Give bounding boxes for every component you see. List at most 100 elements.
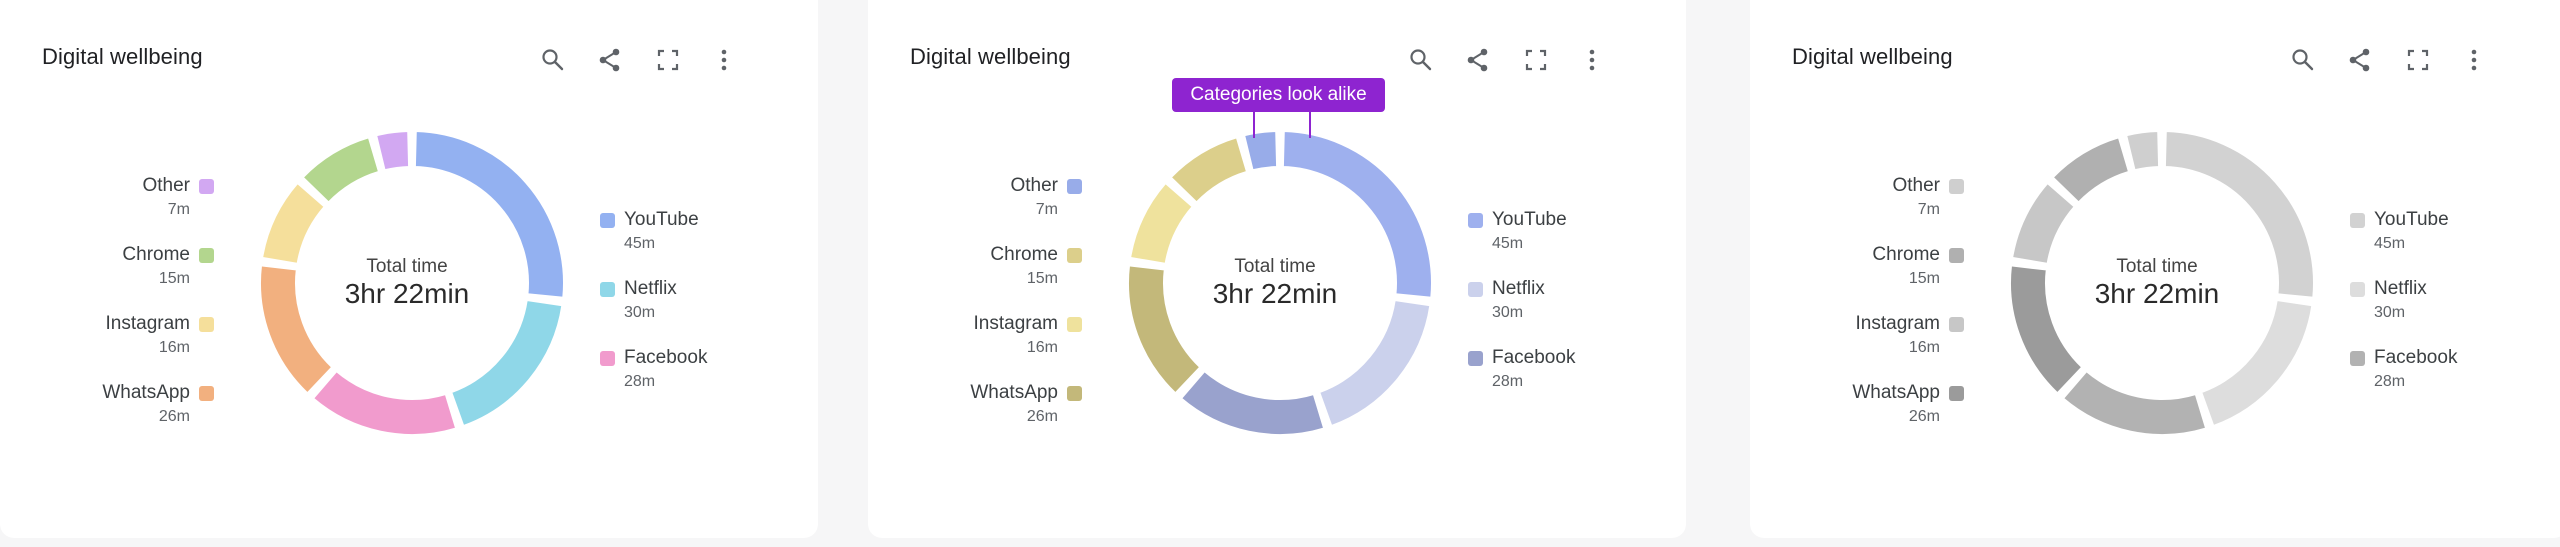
donut-slice-facebook[interactable]: [2062, 370, 2208, 436]
donut-slice-other[interactable]: [1243, 130, 1279, 172]
legend-swatch: [1468, 351, 1483, 366]
legend-value: 30m: [624, 304, 656, 321]
legend-swatch: [1067, 248, 1082, 263]
legend-swatch: [600, 282, 615, 297]
legend-swatch: [2350, 213, 2365, 228]
donut-slice-facebook[interactable]: [1180, 370, 1326, 436]
share-icon: [2349, 48, 2370, 72]
donut-slice-instagram[interactable]: [1129, 181, 1194, 265]
legend-value: 16m: [158, 339, 190, 356]
legend-swatch: [1067, 317, 1082, 332]
donut-slice-youtube[interactable]: [1281, 130, 1433, 299]
donut-slice-netflix[interactable]: [1318, 299, 1432, 428]
legend-swatch: [199, 248, 214, 263]
legend-label: YouTube: [2374, 209, 2449, 230]
center-total-value: 3hr 22min: [1212, 278, 1338, 309]
legend-label: Chrome: [1872, 244, 1940, 265]
legend-swatch: [1949, 317, 1964, 332]
more-vert-button[interactable]: [1574, 42, 1610, 78]
legend-value: 26m: [1908, 408, 1940, 425]
more-vert-button[interactable]: [706, 42, 742, 78]
legend-swatch: [199, 317, 214, 332]
legend-label: WhatsApp: [1852, 382, 1940, 403]
fullscreen-icon: [2407, 49, 2429, 71]
search-button[interactable]: [1403, 42, 1439, 78]
legend-value: 28m: [624, 373, 656, 390]
legend-label: Facebook: [2374, 347, 2458, 368]
legend-label: WhatsApp: [102, 382, 190, 403]
legend-value: 15m: [1908, 270, 1940, 287]
legend-label: Chrome: [990, 244, 1058, 265]
more-vert-icon: [721, 49, 727, 71]
legend-value: 45m: [2374, 235, 2406, 252]
card-title: Digital wellbeing: [910, 44, 1071, 69]
legend-label: Instagram: [973, 313, 1058, 334]
share-button[interactable]: [2342, 42, 2378, 78]
legend-label: YouTube: [624, 209, 699, 230]
donut-slice-youtube[interactable]: [413, 130, 565, 299]
card-title: Digital wellbeing: [42, 44, 203, 69]
donut-slice-youtube[interactable]: [2163, 130, 2315, 299]
legend-label: Chrome: [122, 244, 190, 265]
callout-pointer-line: [1309, 112, 1311, 138]
legend-value: 16m: [1908, 339, 1940, 356]
callout-pointer-line: [1253, 112, 1255, 138]
legend-label: Facebook: [624, 347, 708, 368]
donut-slice-chrome[interactable]: [2051, 136, 2131, 204]
legend-value: 7m: [1917, 201, 1940, 218]
search-button[interactable]: [2285, 42, 2321, 78]
more-vert-icon: [2471, 49, 2477, 71]
share-icon: [599, 48, 620, 72]
chart-card: Digital wellbeing Total time 3hr 22min Othe…: [1750, 0, 2560, 538]
center-caption: Total time: [2116, 256, 2198, 277]
donut-slice-other[interactable]: [375, 130, 411, 172]
donut-slice-whatsapp[interactable]: [2009, 264, 2084, 395]
fullscreen-button[interactable]: [650, 42, 686, 78]
donut-slice-facebook[interactable]: [312, 370, 458, 436]
legend-swatch: [199, 179, 214, 194]
search-button[interactable]: [535, 42, 571, 78]
legend-label: Other: [1010, 175, 1058, 196]
donut-slice-netflix[interactable]: [2200, 299, 2314, 428]
legend-label: Netflix: [624, 278, 677, 299]
donut-slice-chrome[interactable]: [301, 136, 381, 204]
share-button[interactable]: [592, 42, 628, 78]
card-title: Digital wellbeing: [1792, 44, 1953, 69]
donut-slice-whatsapp[interactable]: [259, 264, 334, 395]
legend-label: Other: [1892, 175, 1940, 196]
legend-label: Instagram: [105, 313, 190, 334]
chart-card: Digital wellbeing Total time 3hr 22min Othe…: [868, 0, 1686, 538]
donut-slice-other[interactable]: [2125, 130, 2161, 172]
legend-swatch: [1067, 386, 1082, 401]
legend-label: WhatsApp: [970, 382, 1058, 403]
donut-slice-instagram[interactable]: [261, 181, 326, 265]
legend-swatch: [600, 213, 615, 228]
chart-toolbar: [1403, 42, 1648, 78]
legend-swatch: [199, 386, 214, 401]
legend-label: Netflix: [2374, 278, 2427, 299]
donut-chart: [259, 130, 565, 436]
donut-slice-netflix[interactable]: [450, 299, 564, 428]
legend-swatch: [1949, 179, 1964, 194]
center-total-value: 3hr 22min: [344, 278, 470, 309]
donut-slice-instagram[interactable]: [2011, 181, 2076, 265]
fullscreen-button[interactable]: [1518, 42, 1554, 78]
search-icon: [2292, 49, 2314, 71]
share-icon: [1467, 48, 1488, 72]
search-icon: [1410, 49, 1432, 71]
more-vert-button[interactable]: [2456, 42, 2492, 78]
center-caption: Total time: [1234, 256, 1316, 277]
legend-label: Netflix: [1492, 278, 1545, 299]
donut-slice-chrome[interactable]: [1169, 136, 1249, 204]
legend-value: 30m: [2374, 304, 2406, 321]
share-button[interactable]: [1460, 42, 1496, 78]
legend-swatch: [2350, 282, 2365, 297]
legend-value: 15m: [158, 270, 190, 287]
chart-card: Digital wellbeing Total time 3hr 22min Othe…: [0, 0, 818, 538]
legend-swatch: [1468, 213, 1483, 228]
center-caption: Total time: [366, 256, 448, 277]
fullscreen-icon: [657, 49, 679, 71]
fullscreen-button[interactable]: [2400, 42, 2436, 78]
legend-value: 45m: [624, 235, 656, 252]
donut-slice-whatsapp[interactable]: [1127, 264, 1202, 395]
